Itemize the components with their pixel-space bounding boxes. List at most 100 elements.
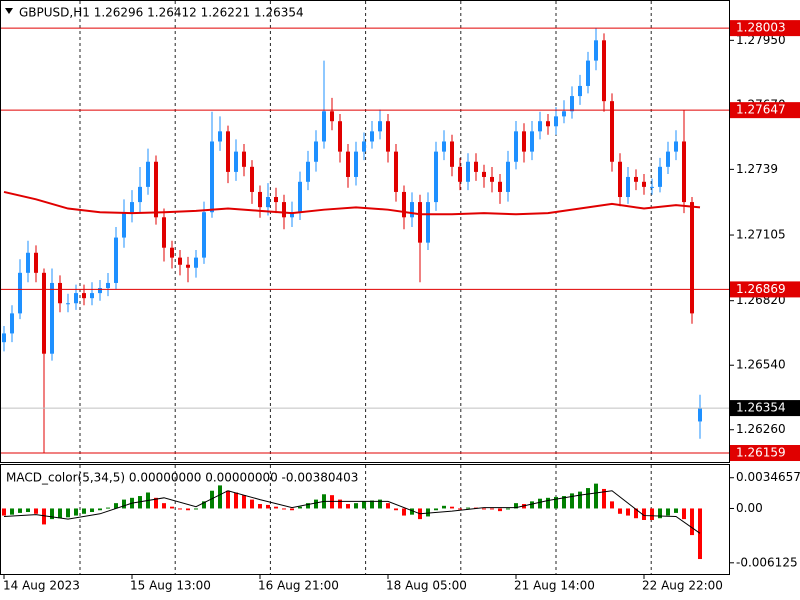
candle-body [538, 121, 542, 132]
macd-bar [586, 488, 590, 509]
macd-bar [234, 492, 238, 509]
candle-body [626, 176, 630, 198]
macd-bar [82, 508, 86, 514]
candle-body [74, 293, 78, 304]
macd-bar [434, 508, 438, 511]
level-tag [730, 20, 800, 37]
candle-body [242, 151, 246, 167]
macd-bar [682, 508, 686, 520]
x-tick-label: 22 Aug 22:00 [642, 579, 723, 593]
candle-body [194, 257, 198, 268]
candle-body [514, 131, 518, 162]
macd-bar [530, 501, 534, 509]
macd-bar [362, 501, 366, 509]
macd-bar [122, 499, 126, 509]
macd-signal [3, 490, 701, 534]
macd-bar [298, 506, 302, 509]
macd-bar [170, 506, 174, 509]
candle-body [10, 313, 14, 334]
candle-body [122, 212, 126, 238]
macd-bar [58, 508, 62, 519]
candle-body [386, 121, 390, 152]
level-label: 1.28003 [736, 21, 786, 35]
candle-body [58, 282, 62, 304]
macd-bar [186, 508, 190, 511]
candle-body [418, 202, 422, 243]
macd-y-tick-label: 0.00 [736, 501, 763, 515]
candle-body [218, 131, 222, 142]
macd-bar [90, 508, 94, 513]
candle-body [586, 60, 590, 86]
candle-body [266, 197, 270, 208]
level-label: 1.26869 [736, 282, 786, 296]
macd-bar [178, 508, 182, 510]
macd-bar [154, 497, 158, 509]
macd-bar [690, 508, 694, 536]
candle-body [474, 161, 478, 172]
macd-bar [562, 496, 566, 509]
macd-bar [506, 508, 510, 510]
candle-body [466, 161, 470, 182]
candle-body [106, 282, 110, 289]
candle-body [162, 217, 166, 248]
candle-body [698, 408, 702, 422]
candle-body [210, 141, 214, 213]
candle-body [330, 111, 334, 122]
candle-body [26, 252, 30, 273]
macd-bar [634, 508, 638, 519]
macd-bar [250, 499, 254, 509]
macd-bar [258, 504, 262, 509]
candle-body [234, 151, 238, 172]
candle-body [282, 202, 286, 218]
macd-bar [346, 504, 350, 509]
macd-bar [482, 508, 486, 510]
candle-body [42, 272, 46, 354]
macd-title: MACD_color(5,34,5) 0.00000000 0.00000000… [6, 471, 358, 485]
candle-body [450, 141, 454, 167]
macd-bar [34, 508, 38, 514]
candle-body [130, 202, 134, 213]
candle-body [642, 181, 646, 187]
moving-average [3, 190, 701, 216]
macd-bar [202, 501, 206, 509]
x-tick-label: 14 Aug 2023 [3, 579, 80, 593]
chart-title: GBPUSD,H1 1.26296 1.26412 1.26221 1.2635… [19, 6, 304, 20]
macd-bar [426, 508, 430, 517]
macd-y-tick-label: -0.006125 [736, 555, 798, 569]
candle-body [530, 131, 534, 152]
candle-body [90, 293, 94, 299]
candle-body [146, 161, 150, 187]
x-tick-label: 15 Aug 13:00 [130, 579, 211, 593]
candle-body [34, 252, 38, 273]
candle-body [618, 161, 622, 198]
candle-body [250, 166, 254, 192]
macd-bar [538, 498, 542, 509]
candle-body [370, 131, 374, 142]
macd-bar [114, 503, 118, 509]
candle-body [498, 181, 502, 192]
candle-body [594, 40, 598, 61]
candle-body [674, 141, 678, 152]
macd-bar [98, 508, 102, 511]
macd-bar [666, 508, 670, 516]
macd-bar [274, 506, 278, 509]
menu-arrow[interactable] [5, 8, 13, 14]
macd-bar [338, 499, 342, 509]
candle-body [82, 293, 86, 299]
candle-body [578, 85, 582, 97]
macd-bar [458, 508, 462, 510]
y-tick-label: 1.2739 [736, 162, 778, 176]
candle-body [338, 121, 342, 152]
macd-bar [226, 490, 230, 509]
macd-bar [674, 508, 678, 513]
candle-body [50, 282, 54, 354]
candle-body [138, 186, 142, 203]
current-price-label: 1.26354 [736, 401, 786, 415]
macd-bar [402, 508, 406, 516]
candle-body [602, 40, 606, 102]
macd-bar [378, 499, 382, 509]
candle-body [442, 141, 446, 152]
macd-bar [10, 508, 14, 515]
macd-bar [210, 490, 214, 509]
macd-bar [490, 508, 494, 510]
